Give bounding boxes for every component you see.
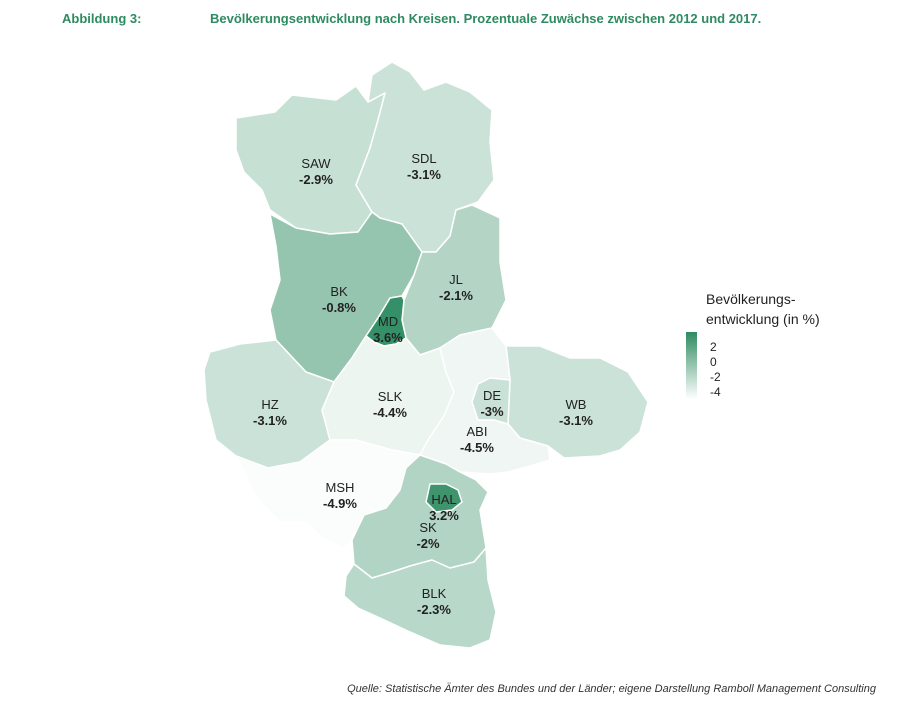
district-value-abi: -4.5% bbox=[460, 440, 494, 455]
district-value-hz: -3.1% bbox=[253, 413, 287, 428]
district-hal[interactable] bbox=[425, 483, 463, 513]
legend-tick: -4 bbox=[710, 384, 721, 399]
legend-tick: 2 bbox=[710, 339, 717, 354]
district-value-md: 3.6% bbox=[373, 330, 403, 345]
district-label-jl: JL bbox=[449, 272, 463, 287]
legend-title-line1: Bevölkerungs- bbox=[706, 291, 796, 307]
district-value-blk: -2.3% bbox=[417, 602, 451, 617]
district-value-slk: -4.4% bbox=[373, 405, 407, 420]
district-label-abi: ABI bbox=[467, 424, 488, 439]
district-label-blk: BLK bbox=[422, 586, 447, 601]
district-value-sk: -2% bbox=[416, 536, 440, 551]
district-label-sk: SK bbox=[419, 520, 437, 535]
figure-title: Bevölkerungsentwicklung nach Kreisen. Pr… bbox=[210, 11, 762, 26]
district-label-wb: WB bbox=[566, 397, 587, 412]
figure-label: Abbildung 3: bbox=[62, 11, 142, 26]
legend-tick: -2 bbox=[710, 369, 721, 384]
legend-color-scale bbox=[686, 332, 697, 399]
legend-tick: 0 bbox=[710, 354, 717, 369]
district-value-wb: -3.1% bbox=[559, 413, 593, 428]
district-de[interactable] bbox=[471, 377, 511, 425]
district-label-saw: SAW bbox=[301, 156, 331, 171]
district-value-bk: -0.8% bbox=[322, 300, 356, 315]
district-value-de: -3% bbox=[480, 404, 504, 419]
district-value-sdl: -3.1% bbox=[407, 167, 441, 182]
legend-title-line2: entwicklung (in %) bbox=[706, 311, 820, 327]
district-label-hz: HZ bbox=[261, 397, 278, 412]
district-value-msh: -4.9% bbox=[323, 496, 357, 511]
district-value-hal: 3.2% bbox=[429, 508, 459, 523]
district-label-bk: BK bbox=[330, 284, 348, 299]
district-label-md: MD bbox=[378, 314, 398, 329]
district-value-saw: -2.9% bbox=[299, 172, 333, 187]
district-label-msh: MSH bbox=[326, 480, 355, 495]
district-label-de: DE bbox=[483, 388, 501, 403]
district-label-slk: SLK bbox=[378, 389, 403, 404]
district-blk[interactable] bbox=[343, 547, 497, 649]
legend-title: Bevölkerungs- entwicklung (in %) bbox=[706, 289, 820, 329]
district-label-hal: HAL bbox=[431, 492, 456, 507]
district-label-sdl: SDL bbox=[411, 151, 436, 166]
district-value-jl: -2.1% bbox=[439, 288, 473, 303]
source-note: Quelle: Statistische Ämter des Bundes un… bbox=[347, 683, 876, 695]
